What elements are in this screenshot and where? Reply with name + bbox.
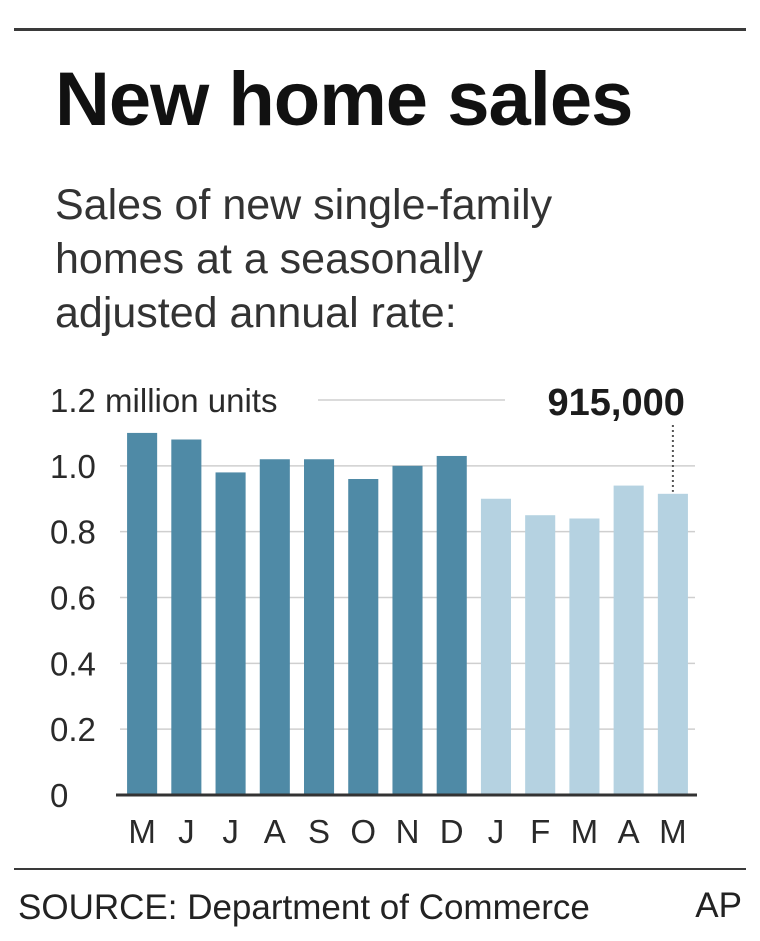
x-tick-label: A [618, 813, 640, 850]
bar [569, 518, 600, 795]
x-tick-label: A [264, 813, 286, 850]
x-tick-label: J [222, 813, 239, 850]
x-tick-label: D [440, 813, 464, 850]
bar [657, 493, 688, 795]
x-tick-label: M [128, 813, 156, 850]
y-tick-label: 0.2 [50, 711, 96, 748]
y-tick-label: 0.8 [50, 514, 96, 551]
bar [436, 455, 467, 795]
bar [304, 459, 335, 795]
y-tick-label: 0.4 [50, 645, 96, 682]
annotation-label: 915,000 [548, 382, 685, 424]
bar [127, 432, 158, 795]
bar [215, 472, 246, 795]
x-tick-label: J [178, 813, 195, 850]
bar [480, 498, 511, 795]
x-tick-label: F [530, 813, 550, 850]
chart-title: New home sales [55, 57, 633, 142]
y-tick-label: 1.2 million units [50, 382, 277, 419]
bar [259, 459, 290, 795]
y-tick-label: 0 [50, 777, 68, 814]
x-tick-label: S [308, 813, 330, 850]
bar [348, 479, 379, 795]
bar [525, 515, 556, 795]
x-tick-label: O [350, 813, 376, 850]
x-tick-label: N [396, 813, 420, 850]
bar [392, 465, 423, 795]
source-note: SOURCE: Department of Commerce [18, 888, 590, 927]
bar [613, 485, 644, 795]
x-tick-label: J [488, 813, 505, 850]
y-tick-label: 0.6 [50, 580, 96, 617]
x-tick-label: M [659, 813, 687, 850]
bar [171, 439, 202, 795]
chart-subtitle: Sales of new single-family homes at a se… [55, 181, 553, 337]
credit-label: AP [695, 886, 742, 925]
x-tick-label: M [571, 813, 599, 850]
y-tick-label: 1.0 [50, 448, 96, 485]
top-rule [14, 28, 746, 31]
bottom-rule [14, 868, 746, 870]
